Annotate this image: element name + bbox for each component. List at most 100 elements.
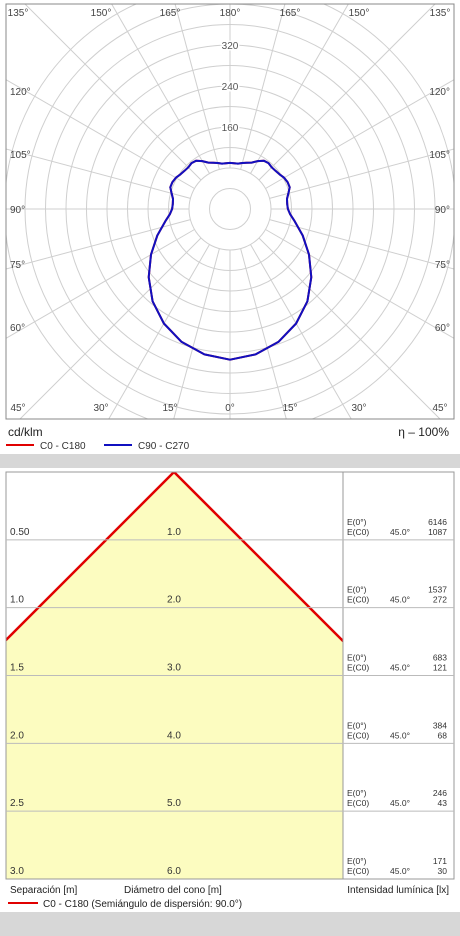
row-e0-value: 683 [433,653,447,663]
polar-grid [5,3,455,420]
grid-spoke [6,229,195,339]
grid-spoke [269,219,454,270]
row-separation: 2.5 [10,798,24,809]
row-angle: 45.0° [390,595,410,605]
grid-spoke [6,219,191,270]
row-e0-value: 384 [433,720,447,730]
angle-label-top: 135° [430,8,451,19]
angle-label-bottom: 15° [282,403,297,414]
cone-legend-label: C0 - C180 (Semiángulo de dispersión: 90.… [43,899,242,910]
row-separation: 0.50 [10,527,30,538]
angle-label-bottom: 30° [351,403,366,414]
xlabel-diameter: Diámetro del cono [m] [124,885,222,896]
grid-spoke [108,244,210,419]
row-ec0-value: 43 [438,798,448,808]
angle-label-right: 120° [429,87,450,98]
grid-spoke [174,4,220,170]
angle-label-bottom: 15° [162,403,177,414]
grid-spoke [6,79,195,189]
angle-label-left: 105° [10,150,31,161]
row-angle: 45.0° [390,866,410,876]
polar-grid-lines [6,4,454,419]
separator-band-bottom [0,912,460,936]
row-separation: 1.5 [10,663,24,674]
angle-label-right: 105° [429,150,450,161]
grid-spoke [19,237,202,419]
grid-spoke [111,4,210,174]
row-ec0-value: 68 [438,730,448,740]
row-angle: 45.0° [390,663,410,673]
row-diameter: 6.0 [167,866,181,877]
efficiency-label: η – 100% [398,425,449,439]
series-curve-1 [147,159,313,361]
angle-label-bottom: 45° [432,403,447,414]
grid-spoke [240,248,287,419]
grid-circle [188,167,272,251]
row-ec0-label: E(C0) [347,866,369,876]
radial-tick-label: 160 [222,123,239,134]
angle-label-left: 60° [10,323,25,334]
row-angle: 45.0° [390,730,410,740]
row-e0-label: E(0°) [347,653,367,663]
polar-chart: 160 240 320 45° 30° 15° 0° 15° 30° 45° 135° 150° 165… [5,3,455,452]
row-ec0-label: E(C0) [347,730,369,740]
row-e0-value: 171 [433,856,447,866]
grid-spoke [173,248,220,419]
angle-label-bottom: 45° [10,403,25,414]
grid-spoke [265,79,454,189]
polar-labels: 160 240 320 45° 30° 15° 0° 15° 30° 45° 135° 150° 165… [6,8,450,452]
row-e0-label: E(0°) [347,788,367,798]
row-diameter: 2.0 [167,595,181,606]
row-diameter: 1.0 [167,527,181,538]
angle-label-bottom: 30° [93,403,108,414]
grid-spoke [269,148,454,199]
polar-series [147,159,313,361]
row-separation: 1.0 [10,595,24,606]
row-e0-value: 246 [433,788,447,798]
row-ec0-label: E(C0) [347,663,369,673]
grid-circle [209,188,251,230]
cone-edge-left [6,472,175,642]
row-e0-label: E(0°) [347,585,367,595]
angle-label-top: 135° [8,8,29,19]
row-separation: 3.0 [10,866,24,877]
angle-label-left: 90° [10,205,25,216]
grid-spoke [250,244,352,419]
cone-frame [5,471,455,880]
grid-spoke [250,4,349,174]
legend-label-0: C0 - C180 [40,441,86,452]
angle-label-left: 75° [10,260,25,271]
row-ec0-value: 272 [433,595,447,605]
xlabel-intensity: Intensidad lumínica [lx] [347,885,449,896]
row-e0-value: 6146 [428,517,447,527]
row-ec0-label: E(C0) [347,595,369,605]
row-angle: 45.0° [390,798,410,808]
angle-label-right: 75° [435,260,450,271]
unit-label: cd/klm [8,425,43,439]
row-e0-label: E(0°) [347,517,367,527]
separator-band [0,454,460,468]
radial-tick-label: 240 [222,82,239,93]
row-e0-label: E(0°) [347,856,367,866]
angle-label-right: 60° [435,323,450,334]
radial-tick-label: 320 [222,41,239,52]
angle-label-top: 180° [220,8,241,19]
row-ec0-value: 121 [433,663,447,673]
polar-frame [5,3,455,420]
row-ec0-value: 1087 [428,527,447,537]
angle-label-top: 150° [91,8,112,19]
row-e0-value: 1537 [428,585,447,595]
angle-label-left: 120° [10,87,31,98]
angle-label-right: 90° [435,205,450,216]
grid-spoke [240,4,286,170]
angle-label-bottom: 0° [225,403,235,414]
grid-spoke [258,4,436,181]
grid-spoke [265,229,454,339]
row-diameter: 3.0 [167,663,181,674]
xlabel-separation: Separación [m] [10,885,77,896]
row-separation: 2.0 [10,730,24,741]
angle-label-top: 165° [160,8,181,19]
cone-fill [6,472,343,879]
legend-label-1: C90 - C270 [138,441,190,452]
